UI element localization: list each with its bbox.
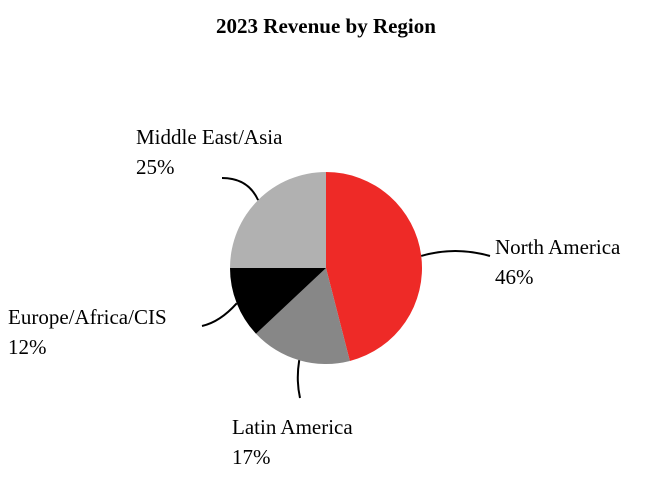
pie-slice-europe-africa-cis <box>230 268 326 334</box>
chart-title: 2023 Revenue by Region <box>216 14 436 38</box>
leader-line-europe-africa-cis <box>201 302 238 327</box>
pie-slice-latin-america <box>256 268 350 364</box>
slice-label-europe-africa-cis: Europe/Africa/CIS 12% <box>8 302 167 362</box>
slice-name: Middle East/Asia <box>136 125 283 149</box>
slice-percent: 25% <box>136 155 175 179</box>
pie-slice-middle-east-asia <box>230 172 326 268</box>
slice-percent: 46% <box>495 265 534 289</box>
leader-line-latin-america <box>296 360 301 399</box>
leader-line-middle-east-asia <box>221 177 260 201</box>
slice-label-middle-east-asia: Middle East/Asia 25% <box>136 122 282 182</box>
slice-label-latin-america: Latin America 17% <box>232 412 353 472</box>
slice-name: Europe/Africa/CIS <box>8 305 167 329</box>
slice-label-north-america: North America 46% <box>495 232 620 292</box>
slice-percent: 12% <box>8 335 47 359</box>
slice-name: North America <box>495 235 621 259</box>
pie-slice-north-america <box>326 172 422 361</box>
slice-name: Latin America <box>232 415 353 439</box>
slice-percent: 17% <box>232 445 271 469</box>
leader-line-north-america <box>420 250 491 257</box>
